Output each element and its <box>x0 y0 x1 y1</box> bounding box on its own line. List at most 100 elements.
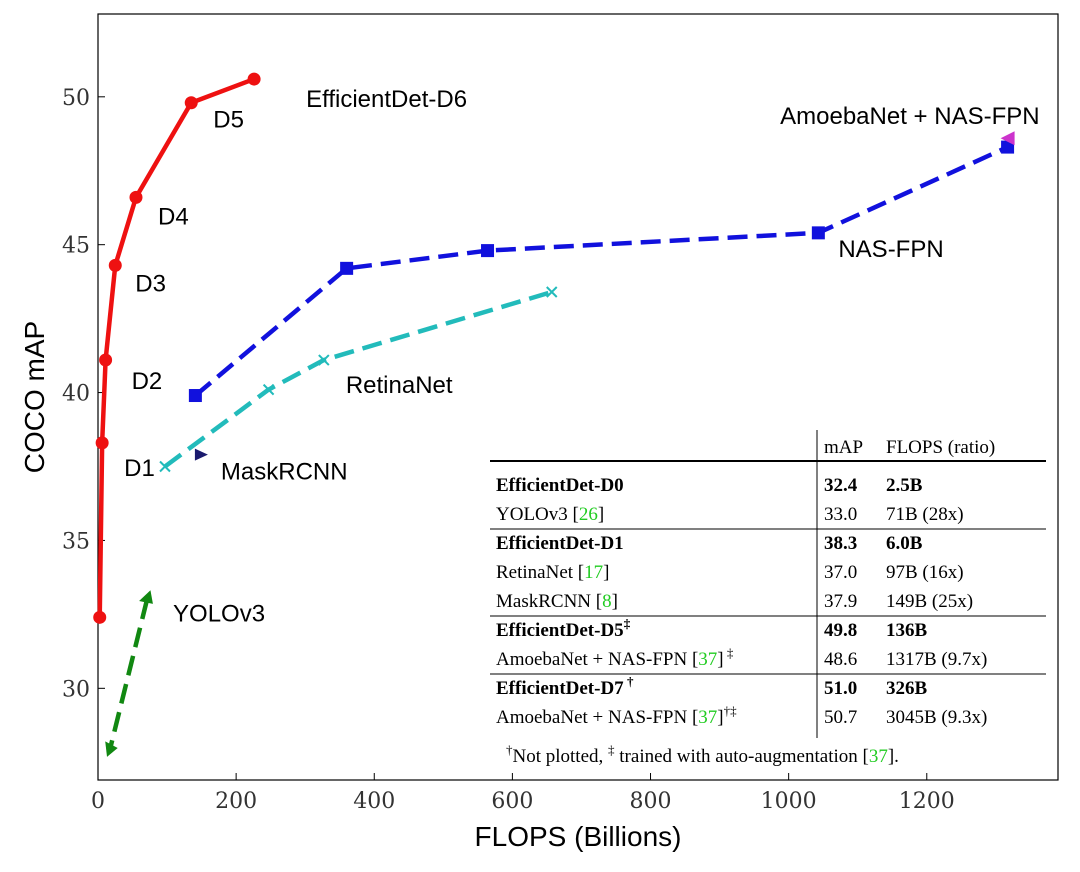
y-tick-label: 35 <box>62 529 90 554</box>
model-superscript: ‡ <box>724 645 734 660</box>
data-point <box>318 354 330 366</box>
model-name: YOLOv3 <box>496 504 568 525</box>
data-point <box>194 448 208 461</box>
model-superscript: †‡ <box>724 703 738 718</box>
model-name: EfficientDet-D7 <box>496 678 624 699</box>
table-cell-flops: 6.0B <box>886 533 923 554</box>
series-nas-fpn <box>188 140 1015 403</box>
cite-close: ] <box>717 649 723 670</box>
cite-close: ] <box>612 591 618 612</box>
model-superscript: † <box>624 674 634 689</box>
data-point <box>108 258 122 272</box>
table-cell-flops: 2.5B <box>886 475 923 496</box>
x-tick-label: 1200 <box>899 789 955 814</box>
data-point <box>262 383 275 396</box>
data-point <box>247 72 261 86</box>
table-cell-model: EfficientDet-D1 <box>496 533 624 554</box>
series-retinanet <box>159 286 558 473</box>
citation-link[interactable]: 37 <box>698 707 717 728</box>
data-point <box>546 286 558 298</box>
data-point <box>93 610 107 624</box>
point-label: MaskRCNN <box>221 459 348 486</box>
citation-link[interactable]: 26 <box>579 504 598 525</box>
table-cell-model: EfficientDet-D7 † <box>496 674 634 699</box>
table-row: MaskRCNN [8] 37.9 149B (25x) <box>496 591 973 612</box>
table-cell-flops: 1317B (9.7x) <box>886 649 987 670</box>
table-cell-model: EfficientDet-D5‡ <box>496 616 631 641</box>
footnote-dagger: † <box>506 742 513 757</box>
table-cell-map: 38.3 <box>824 533 857 554</box>
series-layer: D1 D2 D3 D4 D5 EfficientDet-D6 NAS-FPN RetinaNe… <box>93 72 1040 757</box>
table-cell-map: 37.9 <box>824 591 857 612</box>
table-cell-flops: 71B (28x) <box>886 504 964 525</box>
footnote-cite[interactable]: 37 <box>869 746 888 767</box>
table-cell-model: YOLOv3 [26] <box>496 504 604 525</box>
table-cell-model: MaskRCNN [8] <box>496 591 618 612</box>
table-row: AmoebaNet + NAS-FPN [37]†‡ 50.7 3045B (9.3… <box>496 703 987 728</box>
data-point <box>129 190 143 204</box>
model-superscript: ‡ <box>624 616 631 631</box>
series-point-label: EfficientDet-D6 <box>306 86 467 113</box>
y-tick-label: 30 <box>62 677 90 702</box>
table-cell-flops: 326B <box>886 678 928 699</box>
model-name: AmoebaNet + NAS-FPN <box>496 707 687 728</box>
data-point <box>95 436 109 450</box>
cite-open: [ <box>568 504 579 525</box>
point-label: AmoebaNet + NAS-FPN <box>780 103 1039 130</box>
table-row: EfficientDet-D7 † 51.0 326B <box>496 674 928 699</box>
x-tick-label: 600 <box>491 789 533 814</box>
series-point-label: NAS-FPN <box>838 236 943 263</box>
citation-link[interactable]: 17 <box>584 562 603 583</box>
table-row: RetinaNet [17] 37.0 97B (16x) <box>496 562 964 583</box>
table-header-flops: FLOPS (ratio) <box>886 437 995 458</box>
cite-open: [ <box>573 562 584 583</box>
data-point <box>811 226 825 240</box>
cite-open: [ <box>591 591 602 612</box>
model-name: AmoebaNet + NAS-FPN <box>496 649 687 670</box>
series-point-label: D1 <box>124 455 155 482</box>
data-point <box>99 353 113 367</box>
point-maskrcnn: MaskRCNN <box>194 448 348 486</box>
series-point-label: D2 <box>132 368 163 395</box>
series-line <box>108 599 150 749</box>
x-tick-label: 1000 <box>761 789 817 814</box>
citation-link[interactable]: 8 <box>602 591 612 612</box>
y-tick-label: 50 <box>62 86 90 111</box>
series-line <box>163 289 553 469</box>
table-cell-map: 50.7 <box>824 707 857 728</box>
footnote-ddagger: ‡ <box>608 742 615 757</box>
table-cell-flops: 136B <box>886 620 928 641</box>
data-point <box>105 741 118 757</box>
data-point <box>139 590 153 604</box>
data-point <box>1001 140 1015 154</box>
x-axis-title: FLOPS (Billions) <box>475 821 682 852</box>
cite-open: [ <box>687 649 698 670</box>
table-cell-model: EfficientDet-D0 <box>496 475 624 496</box>
cite-open: [ <box>687 707 698 728</box>
x-tick-label: 0 <box>91 789 105 814</box>
table-cell-flops: 3045B (9.3x) <box>886 707 987 728</box>
footnote-part2: trained with auto-augmentation [ <box>615 746 869 767</box>
series-point-label: D3 <box>135 270 166 297</box>
series-point-label: D5 <box>213 107 244 134</box>
data-point <box>188 389 202 403</box>
cite-close: ] <box>598 504 604 525</box>
citation-link[interactable]: 37 <box>698 649 717 670</box>
table-row: EfficientDet-D1 38.3 6.0B <box>496 533 923 554</box>
y-axis-title: COCO mAP <box>19 321 50 473</box>
table-cell-map: 49.8 <box>824 620 857 641</box>
series-line <box>193 145 1009 398</box>
cite-close: ] <box>603 562 609 583</box>
cite-close: ] <box>717 707 723 728</box>
table-cell-map: 37.0 <box>824 562 857 583</box>
footnote-part3: ]. <box>888 746 899 767</box>
table-cell-flops: 149B (25x) <box>886 591 973 612</box>
table-cell-model: AmoebaNet + NAS-FPN [37]†‡ <box>496 703 737 728</box>
data-point <box>1000 131 1015 146</box>
x-tick-label: 400 <box>353 789 395 814</box>
x-tick-label: 800 <box>630 789 672 814</box>
table-cell-map: 32.4 <box>824 475 858 496</box>
plot-frame <box>97 13 1059 781</box>
series-line <box>97 76 255 618</box>
